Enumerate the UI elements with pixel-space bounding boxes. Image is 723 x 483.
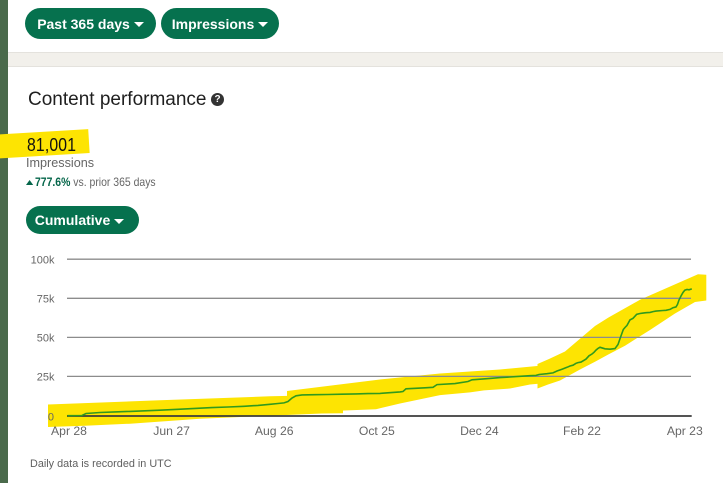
svg-text:Feb 22: Feb 22 [563,424,601,438]
svg-text:75k: 75k [37,293,55,305]
svg-text:25k: 25k [37,372,55,384]
svg-text:100k: 100k [31,254,55,266]
svg-text:Oct 25: Oct 25 [359,424,395,438]
svg-text:Apr 23: Apr 23 [667,424,703,438]
svg-text:50k: 50k [37,333,55,345]
svg-text:Jun 27: Jun 27 [153,424,190,438]
svg-text:Apr 28: Apr 28 [51,424,87,438]
svg-text:Aug 26: Aug 26 [255,424,294,438]
svg-text:Dec 24: Dec 24 [460,424,499,438]
svg-text:0: 0 [48,411,54,423]
